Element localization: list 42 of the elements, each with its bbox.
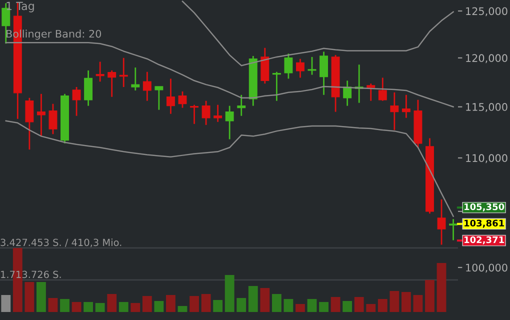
line-series: [182, 0, 454, 66]
line-series: [5, 42, 454, 108]
y-tick-label: 115,000: [466, 103, 508, 112]
candlestick: [390, 92, 399, 131]
candlestick: [284, 52, 293, 80]
y-tick-label: 120,000: [466, 54, 508, 64]
ref-line-label: 103,861: [464, 220, 504, 228]
candlestick: [402, 94, 410, 119]
candlestick: [308, 56, 316, 76]
candlestick: [202, 100, 210, 126]
candlestick: [36, 93, 46, 137]
candlestick: [237, 94, 246, 117]
candlestick: [96, 61, 104, 82]
candlestick: [260, 47, 270, 84]
candlestick: [25, 97, 34, 150]
ref-line-label: 3.427.453 S. / 410,3 Mio.: [0, 238, 122, 248]
candlestick: [154, 86, 164, 111]
candlestick: [272, 71, 281, 102]
candlestick: [142, 71, 152, 102]
candlestick: [214, 104, 222, 123]
candlestick: [166, 78, 175, 115]
candlestick: [131, 66, 140, 92]
candlestick: [84, 70, 93, 107]
candlestick: [366, 82, 376, 102]
ref-line-label: 105,350: [464, 203, 504, 212]
candlestick: [190, 104, 199, 125]
candlestick: [72, 86, 81, 117]
candlestick: [320, 51, 328, 96]
line-series: [5, 120, 454, 217]
candlestick: [378, 77, 387, 102]
candlestick: [437, 198, 446, 246]
candlestick: [119, 57, 128, 88]
y-tick-label: 125,000: [466, 7, 508, 16]
candlestick: [296, 58, 304, 78]
ref-line-label: 102,371: [464, 236, 504, 244]
candlestick: [225, 105, 234, 140]
y-tick-label: 110,000: [466, 154, 508, 164]
candlestick: [178, 90, 187, 109]
candlestick: [48, 103, 58, 135]
candlestick: [343, 80, 352, 107]
y-tick-label: 100,000: [466, 264, 508, 273]
candlestick: [108, 70, 116, 98]
